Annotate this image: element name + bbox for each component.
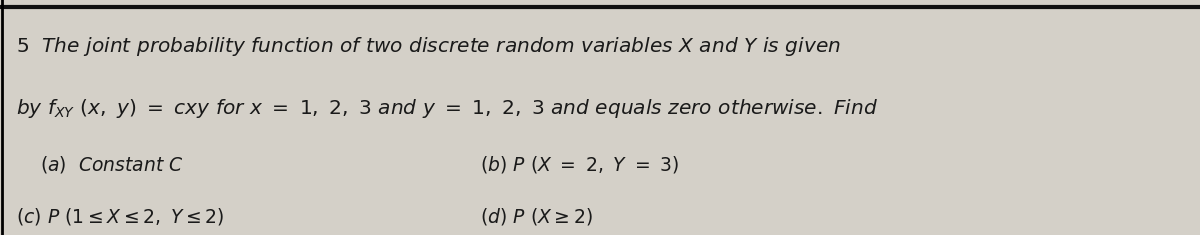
Text: $\mathit{(d)\ P\ (X \geq 2)}$: $\mathit{(d)\ P\ (X \geq 2)}$ [480, 206, 593, 227]
Text: $\mathit{(c)\ P\ (1 \leq X \leq 2,\ Y \leq 2)}$: $\mathit{(c)\ P\ (1 \leq X \leq 2,\ Y \l… [16, 206, 224, 227]
Text: $\mathit{(b)\ P\ (X\ =\ 2,\ Y\ =\ 3)}$: $\mathit{(b)\ P\ (X\ =\ 2,\ Y\ =\ 3)}$ [480, 154, 679, 175]
Text: $\mathit{(a)\ \ Constant\ C}$: $\mathit{(a)\ \ Constant\ C}$ [40, 154, 184, 175]
Text: $\mathit{by\ }$$f_{XY}$$\mathit{\ (x,\ y)\ =\ cxy\ for\ x\ =\ 1,\ 2,\ 3\ and\ y\: $\mathit{by\ }$$f_{XY}$$\mathit{\ (x,\ y… [16, 97, 877, 120]
Text: $\mathit{5}$  $\mathit{The\ joint\ probability\ function\ of\ two\ discrete\ ran: $\mathit{5}$ $\mathit{The\ joint\ probab… [16, 35, 840, 59]
